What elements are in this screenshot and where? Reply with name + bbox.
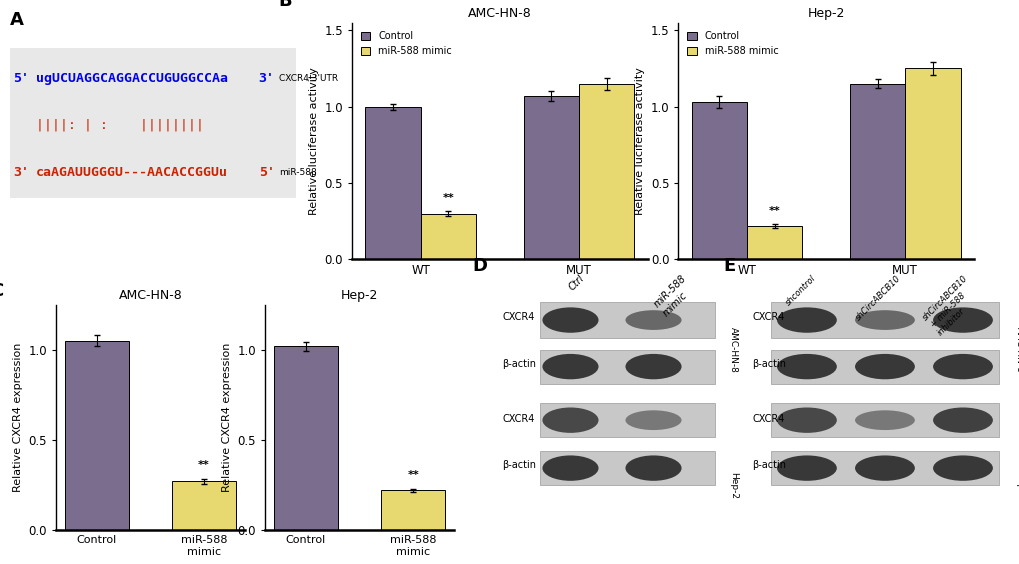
Bar xyxy=(769,302,999,338)
Text: AMC-HN-8: AMC-HN-8 xyxy=(1014,327,1019,373)
Title: Hep-2: Hep-2 xyxy=(340,289,378,302)
Text: **: ** xyxy=(442,193,453,203)
Ellipse shape xyxy=(854,411,914,430)
Bar xyxy=(523,96,579,259)
Ellipse shape xyxy=(854,310,914,330)
Ellipse shape xyxy=(542,354,598,379)
Legend: Control, miR-588 mimic: Control, miR-588 mimic xyxy=(357,28,455,60)
Text: miR-588: miR-588 xyxy=(278,168,316,177)
Bar xyxy=(769,451,999,485)
Text: Hep-2: Hep-2 xyxy=(728,472,737,499)
Text: Ctrl: Ctrl xyxy=(567,274,586,293)
Title: Hep-2: Hep-2 xyxy=(807,7,844,20)
Text: **: ** xyxy=(768,206,780,216)
Text: ||||: | :    ||||||||: ||||: | : |||||||| xyxy=(36,119,204,132)
Text: D: D xyxy=(473,257,487,275)
Text: CXCR4: CXCR4 xyxy=(501,414,534,424)
Text: 5': 5' xyxy=(13,72,29,85)
Ellipse shape xyxy=(854,354,914,379)
Text: shCircABCB10: shCircABCB10 xyxy=(853,274,902,322)
Ellipse shape xyxy=(625,411,681,430)
Text: A: A xyxy=(10,11,24,29)
Text: β-actin: β-actin xyxy=(501,359,536,369)
Bar xyxy=(691,102,746,259)
Ellipse shape xyxy=(625,354,681,379)
Text: E: E xyxy=(723,257,736,275)
Text: 3': 3' xyxy=(13,166,29,179)
FancyBboxPatch shape xyxy=(10,47,296,198)
Text: CXCR4: CXCR4 xyxy=(501,312,534,322)
Ellipse shape xyxy=(625,310,681,330)
Ellipse shape xyxy=(776,307,836,333)
Bar xyxy=(540,451,714,485)
Bar xyxy=(769,403,999,437)
Text: ugUCUAGGCAGGACCUGUGGCCAa: ugUCUAGGCAGGACCUGUGGCCAa xyxy=(36,72,227,85)
Ellipse shape xyxy=(932,307,991,333)
Ellipse shape xyxy=(542,407,598,433)
Ellipse shape xyxy=(542,307,598,333)
Bar xyxy=(273,346,337,530)
Text: 3': 3' xyxy=(259,72,274,85)
Bar xyxy=(540,350,714,384)
Bar xyxy=(420,214,476,259)
Legend: Control, miR-588 mimic: Control, miR-588 mimic xyxy=(683,28,782,60)
Bar xyxy=(746,226,802,259)
Bar xyxy=(365,107,420,259)
Text: 5': 5' xyxy=(259,166,274,179)
Ellipse shape xyxy=(542,456,598,481)
Text: C: C xyxy=(0,282,3,300)
Text: CXCR4: CXCR4 xyxy=(752,414,784,424)
Bar xyxy=(579,83,634,259)
Bar xyxy=(540,403,714,437)
Text: B: B xyxy=(277,0,291,10)
Y-axis label: Relative luciferase activity: Relative luciferase activity xyxy=(635,67,644,215)
Text: β-actin: β-actin xyxy=(752,359,786,369)
Text: β-actin: β-actin xyxy=(501,460,536,470)
Title: AMC-HN-8: AMC-HN-8 xyxy=(118,289,182,302)
Text: caAGAUUGGGU---AACACCGGUu: caAGAUUGGGU---AACACCGGUu xyxy=(36,166,227,179)
Ellipse shape xyxy=(625,456,681,481)
Text: shCircABCB10
+ miR-588
inhibitor: shCircABCB10 + miR-588 inhibitor xyxy=(920,274,983,337)
Text: shcontrol: shcontrol xyxy=(783,274,816,307)
Bar xyxy=(905,68,960,259)
Text: β-actin: β-actin xyxy=(752,460,786,470)
Text: **: ** xyxy=(407,470,419,479)
Ellipse shape xyxy=(776,456,836,481)
Ellipse shape xyxy=(932,354,991,379)
Ellipse shape xyxy=(932,407,991,433)
Text: CXCR4: CXCR4 xyxy=(752,312,784,322)
Bar xyxy=(540,302,714,338)
Bar xyxy=(381,491,445,530)
Text: CXCR4 3'UTR: CXCR4 3'UTR xyxy=(278,74,337,83)
Bar xyxy=(769,350,999,384)
Ellipse shape xyxy=(932,456,991,481)
Bar xyxy=(849,83,905,259)
Y-axis label: Relative luciferase activity: Relative luciferase activity xyxy=(309,67,318,215)
Y-axis label: Relative CXCR4 expression: Relative CXCR4 expression xyxy=(13,343,22,492)
Title: AMC-HN-8: AMC-HN-8 xyxy=(468,7,531,20)
Text: **: ** xyxy=(198,460,210,470)
Ellipse shape xyxy=(776,407,836,433)
Text: miR-588
mimic: miR-588 mimic xyxy=(652,274,696,318)
Bar xyxy=(64,341,128,530)
Text: AMC-HN-8: AMC-HN-8 xyxy=(728,327,737,373)
Y-axis label: Relative CXCR4 expression: Relative CXCR4 expression xyxy=(222,343,231,492)
Bar xyxy=(172,482,236,530)
Text: Hep-2: Hep-2 xyxy=(1014,472,1019,499)
Ellipse shape xyxy=(776,354,836,379)
Ellipse shape xyxy=(854,456,914,481)
